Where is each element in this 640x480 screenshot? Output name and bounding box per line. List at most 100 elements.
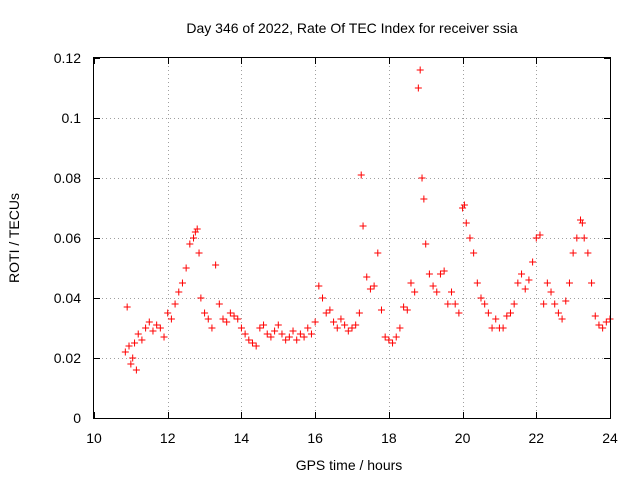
data-point: [304, 324, 312, 332]
data-point: [267, 333, 275, 341]
x-tick-label: 24: [602, 430, 618, 446]
data-point: [237, 324, 245, 332]
data-point: [160, 333, 168, 341]
data-point: [588, 279, 596, 287]
x-tick-label: 10: [86, 430, 102, 446]
y-tick-label: 0.12: [54, 50, 81, 66]
data-point: [414, 84, 422, 92]
data-point: [580, 234, 588, 242]
data-point: [289, 327, 297, 335]
data-point: [518, 270, 526, 278]
data-point: [400, 303, 408, 311]
data-point: [554, 309, 562, 317]
plot-frame: [93, 57, 611, 419]
data-point: [142, 324, 150, 332]
y-tick-label: 0.04: [54, 290, 81, 306]
data-point: [296, 330, 304, 338]
data-point: [123, 303, 131, 311]
data-point: [529, 258, 537, 266]
data-point: [525, 276, 533, 284]
data-point: [440, 267, 448, 275]
x-tick-label: 14: [234, 430, 250, 446]
data-point: [359, 222, 367, 230]
data-point: [341, 321, 349, 329]
data-point: [385, 336, 393, 344]
data-point: [536, 231, 544, 239]
y-tick-label: 0: [73, 410, 81, 426]
data-point: [420, 195, 428, 203]
x-tick-label: 22: [528, 430, 544, 446]
data-points: [121, 66, 614, 374]
data-point: [470, 249, 478, 257]
data-point: [223, 318, 231, 326]
data-point: [149, 327, 157, 335]
data-point: [488, 324, 496, 332]
data-point: [212, 261, 220, 269]
grid-lines: [94, 58, 610, 418]
data-point: [569, 249, 577, 257]
data-point: [562, 297, 570, 305]
data-point: [462, 219, 470, 227]
data-point: [226, 309, 234, 317]
data-point: [521, 285, 529, 293]
data-point: [540, 300, 548, 308]
data-point: [577, 216, 585, 224]
data-point: [403, 306, 411, 314]
data-point: [492, 315, 500, 323]
data-point: [201, 309, 209, 317]
data-point: [366, 285, 374, 293]
data-point: [121, 348, 129, 356]
data-point: [499, 324, 507, 332]
data-point: [278, 330, 286, 338]
data-point: [138, 336, 146, 344]
data-point: [134, 330, 142, 338]
x-axis-label: GPS time / hours: [296, 457, 403, 473]
y-tick-label: 0.08: [54, 170, 81, 186]
data-point: [344, 327, 352, 335]
x-tick-label: 18: [381, 430, 397, 446]
data-point: [578, 219, 586, 227]
data-point: [448, 288, 456, 296]
y-tick-labels: 0 0.02 0.04 0.06 0.08 0.1 0.12: [54, 50, 81, 426]
data-point: [219, 315, 227, 323]
data-point: [271, 327, 279, 335]
data-point: [584, 249, 592, 257]
data-point: [245, 336, 253, 344]
data-point: [444, 300, 452, 308]
x-tick-label: 20: [455, 430, 471, 446]
data-point: [460, 201, 468, 209]
data-point: [602, 318, 610, 326]
y-tick-label: 0.06: [54, 230, 81, 246]
data-point: [411, 288, 419, 296]
data-point: [319, 294, 327, 302]
data-point: [532, 234, 540, 242]
data-point: [558, 315, 566, 323]
data-point: [132, 366, 140, 374]
data-point: [377, 306, 385, 314]
data-point: [565, 279, 573, 287]
data-point: [352, 321, 360, 329]
data-point: [422, 240, 430, 248]
data-point: [208, 324, 216, 332]
data-point: [241, 330, 249, 338]
data-point: [473, 279, 481, 287]
data-point: [459, 204, 467, 212]
chart-title: Day 346 of 2022, Rate Of TEC Index for r…: [186, 20, 517, 36]
data-point: [282, 336, 290, 344]
data-point: [455, 309, 463, 317]
data-point: [363, 273, 371, 281]
data-point: [355, 309, 363, 317]
data-point: [311, 318, 319, 326]
data-point: [129, 354, 137, 362]
data-point: [182, 264, 190, 272]
data-point: [191, 228, 199, 236]
data-point: [357, 171, 365, 179]
data-point: [396, 324, 404, 332]
data-point: [433, 288, 441, 296]
data-point: [230, 312, 238, 320]
data-point: [215, 300, 223, 308]
data-point: [477, 294, 485, 302]
data-point: [190, 234, 198, 242]
data-point: [322, 309, 330, 317]
